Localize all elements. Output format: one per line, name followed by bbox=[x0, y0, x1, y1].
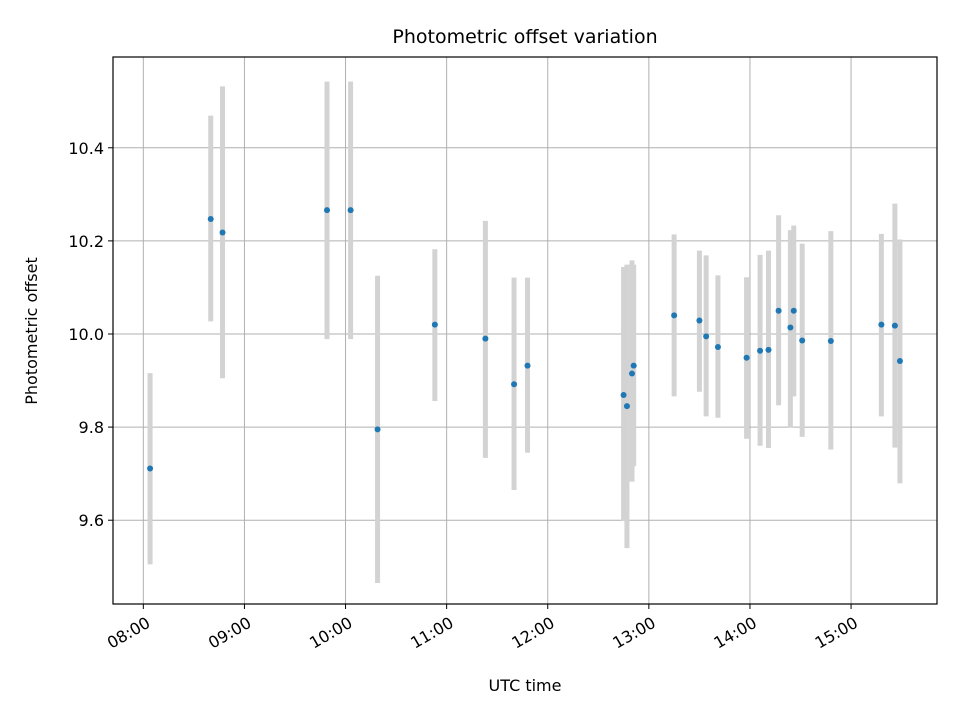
y-tick-label: 10.4 bbox=[68, 139, 104, 158]
data-point bbox=[696, 317, 703, 324]
grid bbox=[113, 57, 937, 604]
x-axis-label: UTC time bbox=[489, 676, 562, 695]
data-point bbox=[482, 335, 489, 342]
plot-area-frame bbox=[112, 56, 938, 605]
data-point bbox=[524, 362, 531, 369]
y-axis-label: Photometric offset bbox=[22, 257, 41, 405]
data-point bbox=[219, 229, 226, 236]
y-tick-label: 10.0 bbox=[68, 325, 104, 344]
y-axis: 9.6 9.8 10.0 10.2 10.4 bbox=[68, 139, 113, 530]
data-point bbox=[775, 307, 782, 314]
data-point bbox=[374, 426, 381, 433]
y-tick-label: 10.2 bbox=[68, 232, 104, 251]
data-point bbox=[511, 381, 518, 388]
data-point bbox=[324, 207, 331, 214]
data-point bbox=[630, 362, 637, 369]
data-point bbox=[765, 346, 772, 353]
data-point bbox=[347, 207, 354, 214]
data-point bbox=[799, 337, 806, 344]
data-point bbox=[620, 391, 627, 398]
data-point bbox=[703, 333, 710, 340]
chart-title: Photometric offset variation bbox=[392, 26, 657, 48]
y-tick-label: 9.6 bbox=[79, 511, 104, 530]
y-tick-label: 9.8 bbox=[79, 418, 104, 437]
data-point bbox=[891, 322, 898, 329]
data-point bbox=[431, 321, 438, 328]
data-point bbox=[623, 403, 630, 410]
data-point bbox=[757, 347, 764, 354]
data-point bbox=[671, 312, 678, 319]
data-point bbox=[878, 321, 885, 328]
data-point bbox=[743, 354, 750, 361]
data-point bbox=[629, 370, 636, 377]
data-point bbox=[790, 307, 797, 314]
data-point bbox=[147, 465, 154, 472]
data-point bbox=[896, 357, 903, 364]
data-point bbox=[827, 337, 834, 344]
data-point bbox=[714, 344, 721, 351]
data-point bbox=[787, 324, 794, 331]
data-points bbox=[147, 207, 903, 472]
data-point bbox=[207, 216, 214, 223]
